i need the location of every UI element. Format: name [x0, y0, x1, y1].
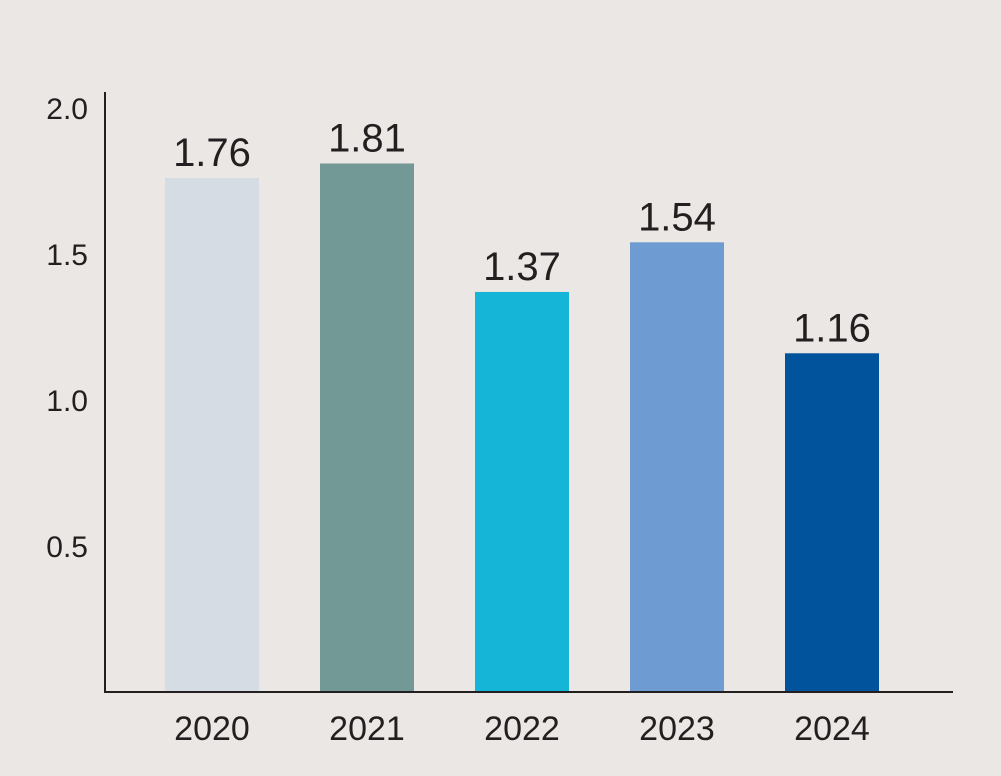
x-tick-label-2021: 2021 — [329, 710, 405, 748]
y-tick-label: 1.0 — [46, 385, 88, 418]
x-tick-label-2022: 2022 — [484, 710, 560, 748]
value-label-2024: 1.16 — [793, 306, 871, 350]
x-tick-labels-layer: 2020 2021 2022 2023 2024 — [174, 710, 870, 748]
x-tick-label-2023: 2023 — [639, 710, 715, 748]
bar-2021 — [320, 163, 414, 693]
y-tick-label: 1.5 — [46, 239, 88, 272]
y-tick-label: 2.0 — [46, 93, 88, 126]
bars-layer — [165, 163, 879, 693]
value-label-2023: 1.54 — [638, 195, 716, 239]
value-label-2020: 1.76 — [173, 131, 251, 175]
x-tick-label-2020: 2020 — [174, 710, 250, 748]
bar-2020 — [165, 178, 259, 692]
bar-2024 — [785, 353, 879, 692]
bar-2023 — [630, 242, 724, 692]
y-tick-labels-layer: 0.5 1.0 1.5 2.0 — [46, 93, 88, 564]
value-label-2021: 1.81 — [328, 116, 406, 160]
x-tick-label-2024: 2024 — [794, 710, 870, 748]
value-labels-layer: 1.76 1.81 1.37 1.54 1.16 — [173, 116, 871, 350]
axes-layer — [104, 92, 953, 693]
value-label-2022: 1.37 — [483, 245, 561, 289]
bar-2022 — [475, 291, 569, 692]
y-tick-label: 0.5 — [46, 531, 88, 564]
